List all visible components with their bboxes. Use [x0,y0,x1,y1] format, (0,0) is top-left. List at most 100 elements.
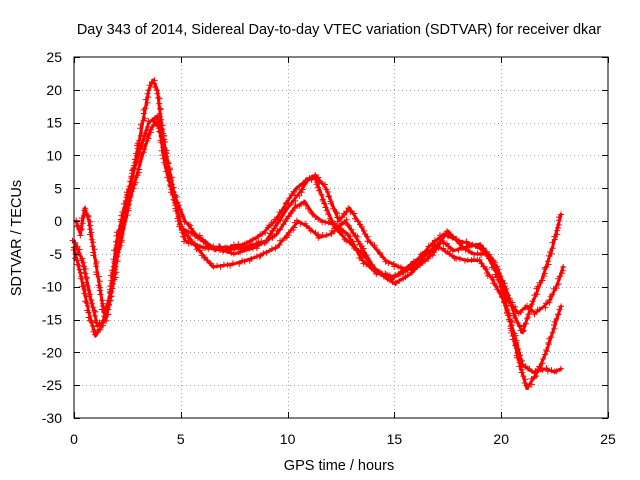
data-point [217,243,223,250]
data-point [157,113,164,120]
data-point [490,280,497,287]
data-point [274,227,281,234]
data-point [85,314,92,321]
data-point [266,222,272,229]
data-point [79,283,86,290]
data-point [511,308,518,315]
data-point [307,227,314,234]
data-point [269,234,276,241]
data-point [168,177,175,183]
data-point [256,253,263,260]
data-point [323,186,330,193]
data-point [174,203,181,210]
data-point [156,100,163,107]
data-point [239,257,245,264]
x-tick-label: 20 [493,431,509,447]
data-point [165,166,171,173]
data-point [501,299,507,306]
data-point [91,307,98,314]
data-point [87,226,94,233]
data-point [81,207,88,214]
y-tick-label: 20 [46,82,62,98]
plot-frame [73,56,609,419]
data-point [77,275,84,282]
data-point [250,236,256,243]
data-point [488,256,495,263]
data-point [498,283,505,290]
data-point [236,260,243,267]
data-point [474,243,481,250]
data-point [349,238,355,245]
data-point [443,228,450,235]
data-point [288,200,295,206]
data-point [338,221,345,228]
data-point [163,150,170,157]
data-point [187,222,194,229]
data-point [299,182,306,189]
data-point [333,224,340,231]
data-point [97,291,104,298]
data-point [188,229,194,236]
data-point [528,375,535,382]
data-point [553,285,560,292]
data-point [516,363,523,370]
data-point [77,232,84,239]
data-point [343,237,350,244]
data-point [558,211,565,218]
data-point [181,238,187,245]
data-point [532,368,539,374]
data-point [283,199,290,206]
data-point [325,193,332,200]
data-point [321,181,328,188]
data-point [433,246,439,252]
data-point [338,220,345,227]
data-point [259,231,266,237]
data-point [290,224,297,231]
data-point [371,242,378,249]
data-point [210,263,217,270]
data-point [202,245,208,252]
data-point [157,105,164,112]
data-point [83,279,90,286]
data-point [303,177,310,184]
data-point [336,214,343,221]
data-point [374,246,380,253]
data-point [314,184,321,191]
data-point [89,322,96,329]
data-point [139,129,146,136]
data-point [534,283,541,290]
data-point [509,319,516,325]
data-point [273,230,280,237]
data-point [325,211,332,218]
data-point [263,249,270,256]
data-point [88,300,95,307]
data-point [534,291,541,298]
data-point [214,262,221,269]
data-point [76,266,83,273]
data-point [323,232,330,239]
data-point [113,232,120,239]
data-point [305,205,312,212]
data-point [480,263,487,270]
data-point [344,221,351,228]
data-point [302,178,309,185]
data-point [546,296,553,303]
data-point [112,269,119,276]
data-point [170,188,177,195]
data-point [302,202,309,209]
data-point [395,263,402,270]
data-point [89,243,96,250]
data-point [200,236,206,243]
data-point [551,233,558,240]
data-point [117,234,124,241]
data-point [361,231,368,237]
data-point [229,260,236,267]
data-point [206,243,213,250]
data-point [131,156,138,163]
data-point [385,260,392,267]
data-point [350,238,356,245]
y-tick-label: 25 [46,49,62,65]
data-point [414,256,421,263]
data-point [105,301,112,308]
